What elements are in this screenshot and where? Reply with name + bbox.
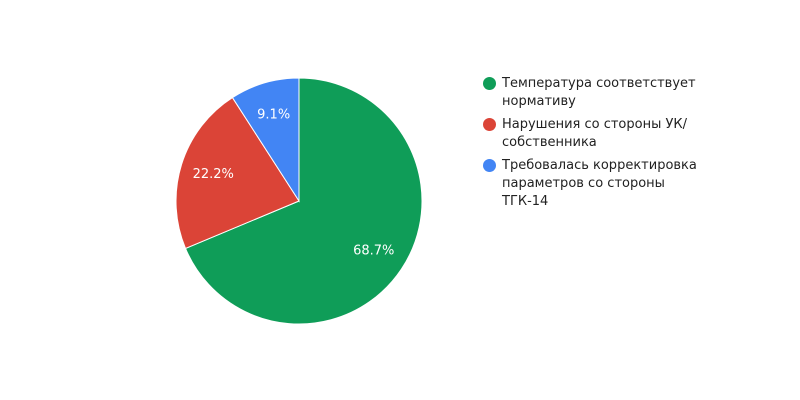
pie-slice: [231, 77, 300, 203]
slice-percent-label: 9.1%: [257, 107, 290, 122]
legend-swatch: [483, 77, 496, 90]
slice-percent-label: 22.2%: [193, 167, 234, 182]
legend-label: Температура соответствует нормативу: [502, 76, 696, 109]
legend-item: Температура соответствует нормативу: [483, 75, 713, 111]
pie-slice: [184, 77, 423, 325]
legend-label: Требовалась корректировка параметров со …: [502, 158, 697, 209]
chart-legend: Температура соответствует нормативу Наруш…: [483, 75, 713, 216]
legend-swatch: [483, 118, 496, 131]
slice-percent-label: 68.7%: [353, 243, 394, 258]
legend-item: Требовалась корректировка параметров со …: [483, 157, 713, 211]
pie-slice: [175, 96, 300, 250]
legend-item: Нарушения со стороны УК/ собственника: [483, 116, 713, 152]
legend-label: Нарушения со стороны УК/ собственника: [502, 117, 688, 150]
legend-swatch: [483, 159, 496, 172]
